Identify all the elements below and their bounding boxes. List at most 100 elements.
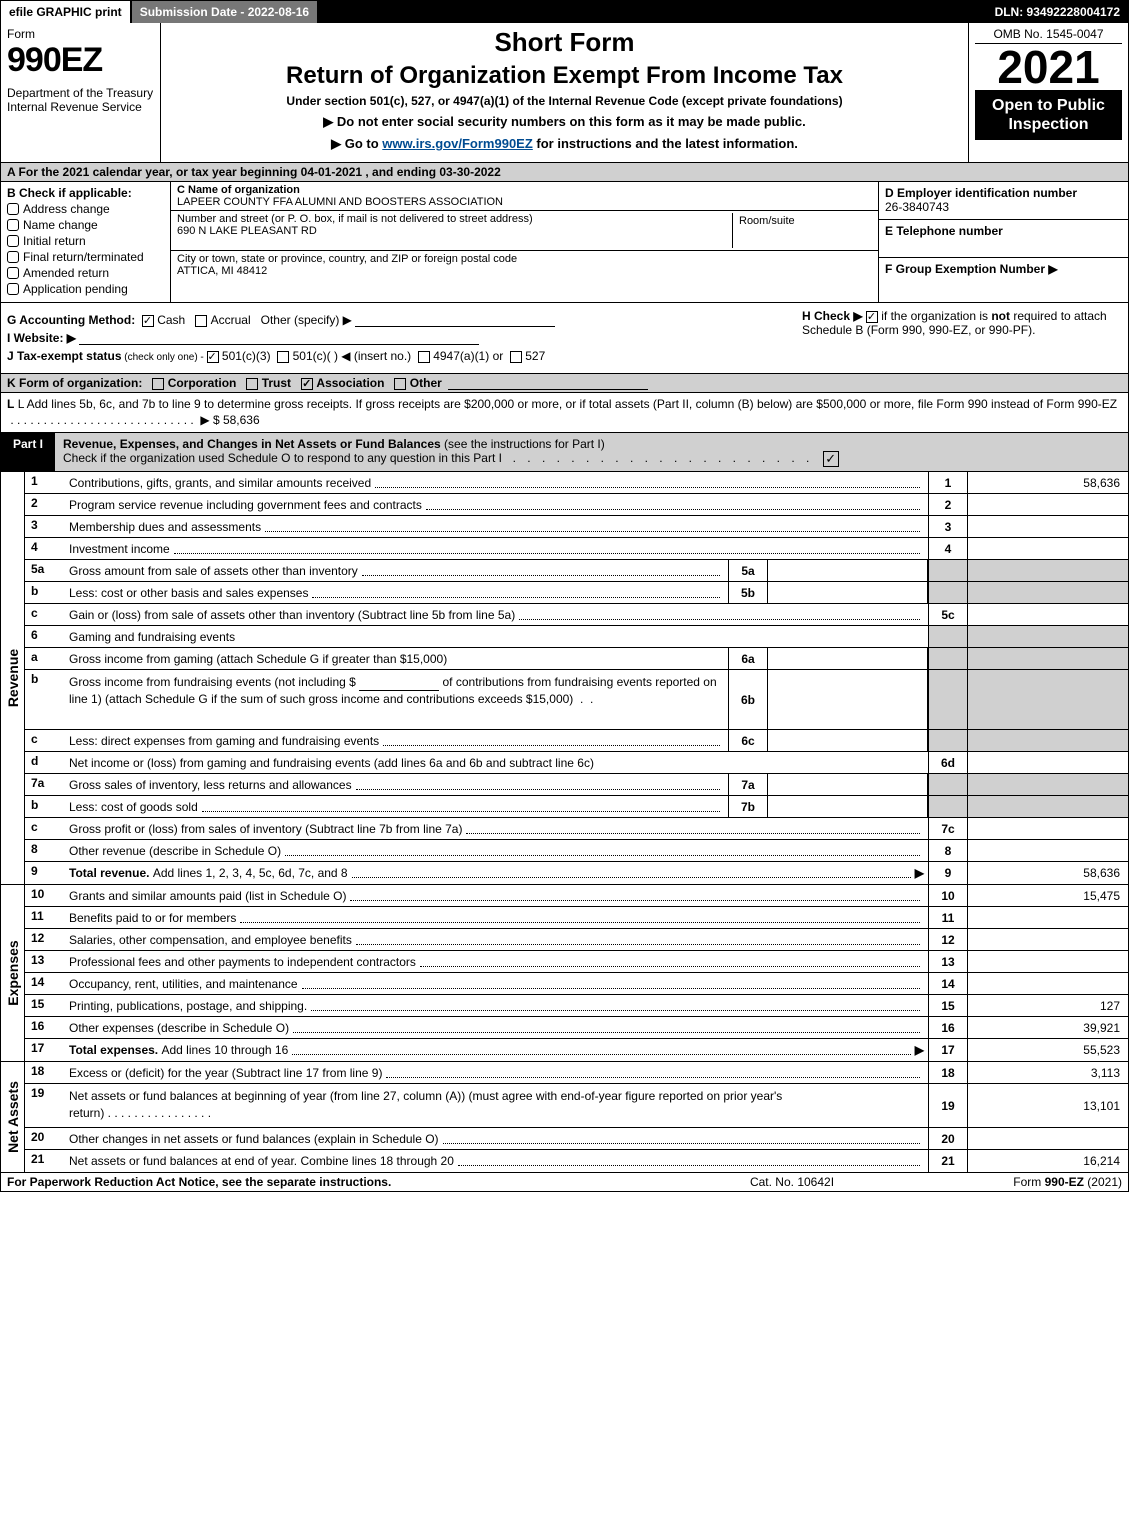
f-label: F Group Exemption Number ▶ [885, 262, 1058, 276]
line-15: 15 Printing, publications, postage, and … [25, 995, 1128, 1017]
line-desc: Printing, publications, postage, and shi… [69, 999, 307, 1013]
line-num: 4 [25, 538, 65, 559]
g-label: G Accounting Method: [7, 313, 135, 327]
line-6c: c Less: direct expenses from gaming and … [25, 730, 1128, 752]
checkbox-icon [7, 267, 19, 279]
irs-link[interactable]: www.irs.gov/Form990EZ [382, 136, 533, 151]
checkbox-accrual[interactable] [195, 315, 207, 327]
chk-address-change[interactable]: Address change [7, 202, 164, 216]
chk-initial-return[interactable]: Initial return [7, 234, 164, 248]
irs-text: Internal Revenue Service [7, 100, 142, 114]
line-num: 17 [25, 1039, 65, 1061]
checkbox-501c3[interactable] [207, 351, 219, 363]
line-desc: Less: direct expenses from gaming and fu… [69, 734, 379, 748]
line-rnum: 3 [928, 516, 968, 537]
line-rnum: 14 [928, 973, 968, 994]
line-12: 12 Salaries, other compensation, and emp… [25, 929, 1128, 951]
shaded-cell [928, 670, 968, 729]
line-num: 19 [25, 1084, 65, 1127]
section-ghi: G Accounting Method: Cash Accrual Other … [1, 303, 1128, 374]
row-a-tax-year: A For the 2021 calendar year, or tax yea… [1, 163, 1128, 182]
line-rval [968, 538, 1128, 559]
j-sub: (check only one) - [122, 352, 207, 363]
chk-application-pending[interactable]: Application pending [7, 282, 164, 296]
section-bcdef: B Check if applicable: Address change Na… [1, 182, 1128, 303]
line-num: 11 [25, 907, 65, 928]
line-rnum: 1 [928, 472, 968, 493]
line-rval: 3,113 [968, 1062, 1128, 1083]
line-rval [968, 752, 1128, 773]
other-specify-field[interactable] [355, 326, 555, 327]
shaded-cell [968, 560, 1128, 581]
line-rval: 13,101 [968, 1084, 1128, 1127]
header-left: Form 990EZ Department of the Treasury In… [1, 23, 161, 162]
line-num: 7a [25, 774, 65, 795]
checkbox-schedule-b[interactable] [866, 311, 878, 323]
website-field[interactable] [79, 344, 479, 345]
checkbox-other-org[interactable] [394, 378, 406, 390]
line-20: 20 Other changes in net assets or fund b… [25, 1128, 1128, 1150]
chk-label-2: Initial return [23, 234, 86, 248]
arrow-icon: ▶ [915, 1043, 924, 1057]
line-desc: Membership dues and assessments [69, 520, 261, 534]
line-mval [768, 774, 928, 795]
line-mnum: 7a [728, 774, 768, 795]
line-rval [968, 973, 1128, 994]
part-1-header: Part I Revenue, Expenses, and Changes in… [1, 433, 1128, 472]
shaded-cell [968, 670, 1128, 729]
netassets-label: Net Assets [5, 1081, 21, 1153]
line-desc: Net assets or fund balances at beginning… [69, 1089, 782, 1120]
checkbox-corp[interactable] [152, 378, 164, 390]
dept-treasury: Department of the Treasury Internal Reve… [7, 86, 154, 115]
dept-text: Department of the Treasury [7, 86, 153, 100]
group-exemption-box: F Group Exemption Number ▶ [879, 258, 1128, 296]
checkbox-cash[interactable] [142, 315, 154, 327]
address-box: Number and street (or P. O. box, if mail… [171, 211, 878, 251]
line-desc: Professional fees and other payments to … [69, 955, 416, 969]
line-desc: Net income or (loss) from gaming and fun… [69, 756, 594, 770]
checkbox-501c[interactable] [277, 351, 289, 363]
line-desc: Gross sales of inventory, less returns a… [69, 778, 352, 792]
line-rval [968, 929, 1128, 950]
schedule-o-checkbox[interactable] [823, 451, 839, 467]
line-rnum: 17 [928, 1039, 968, 1061]
checkbox-trust[interactable] [246, 378, 258, 390]
g-cash: Cash [157, 313, 185, 327]
chk-name-change[interactable]: Name change [7, 218, 164, 232]
city-box: City or town, state or province, country… [171, 251, 878, 291]
line-num: 5a [25, 560, 65, 581]
chk-final-return[interactable]: Final return/terminated [7, 250, 164, 264]
room-label: Room/suite [739, 215, 795, 227]
line-desc: Less: cost of goods sold [69, 800, 198, 814]
checkbox-527[interactable] [510, 351, 522, 363]
h-not: not [991, 309, 1010, 323]
footer-left: For Paperwork Reduction Act Notice, see … [7, 1175, 662, 1189]
k-other-field[interactable] [448, 389, 648, 390]
efile-label: efile GRAPHIC print [1, 1, 132, 23]
line-11: 11 Benefits paid to or for members 11 [25, 907, 1128, 929]
line-17: 17 Total expenses. Add lines 10 through … [25, 1039, 1128, 1061]
checkbox-4947[interactable] [418, 351, 430, 363]
contributions-field[interactable] [359, 690, 439, 691]
revenue-side-label: Revenue [1, 472, 25, 884]
line-mval [768, 730, 928, 751]
chk-amended-return[interactable]: Amended return [7, 266, 164, 280]
line-7c: c Gross profit or (loss) from sales of i… [25, 818, 1128, 840]
k-other: Other [410, 376, 442, 390]
line-rnum: 7c [928, 818, 968, 839]
line-desc: Grants and similar amounts paid (list in… [69, 889, 346, 903]
line-6a: a Gross income from gaming (attach Sched… [25, 648, 1128, 670]
line-num: 18 [25, 1062, 65, 1083]
accounting-method: G Accounting Method: Cash Accrual Other … [7, 313, 802, 327]
line-desc: Salaries, other compensation, and employ… [69, 933, 352, 947]
checkbox-association[interactable] [301, 378, 313, 390]
line-mnum: 5b [728, 582, 768, 603]
line-rval [968, 1128, 1128, 1149]
subtitle: Under section 501(c), 527, or 4947(a)(1)… [169, 94, 960, 108]
j-opt1: 501(c)(3) [222, 349, 271, 363]
footer-form-pre: Form [1013, 1175, 1044, 1189]
line-rval: 39,921 [968, 1017, 1128, 1038]
line-rnum: 13 [928, 951, 968, 972]
netassets-side-label: Net Assets [1, 1062, 25, 1172]
shaded-cell [928, 626, 968, 647]
